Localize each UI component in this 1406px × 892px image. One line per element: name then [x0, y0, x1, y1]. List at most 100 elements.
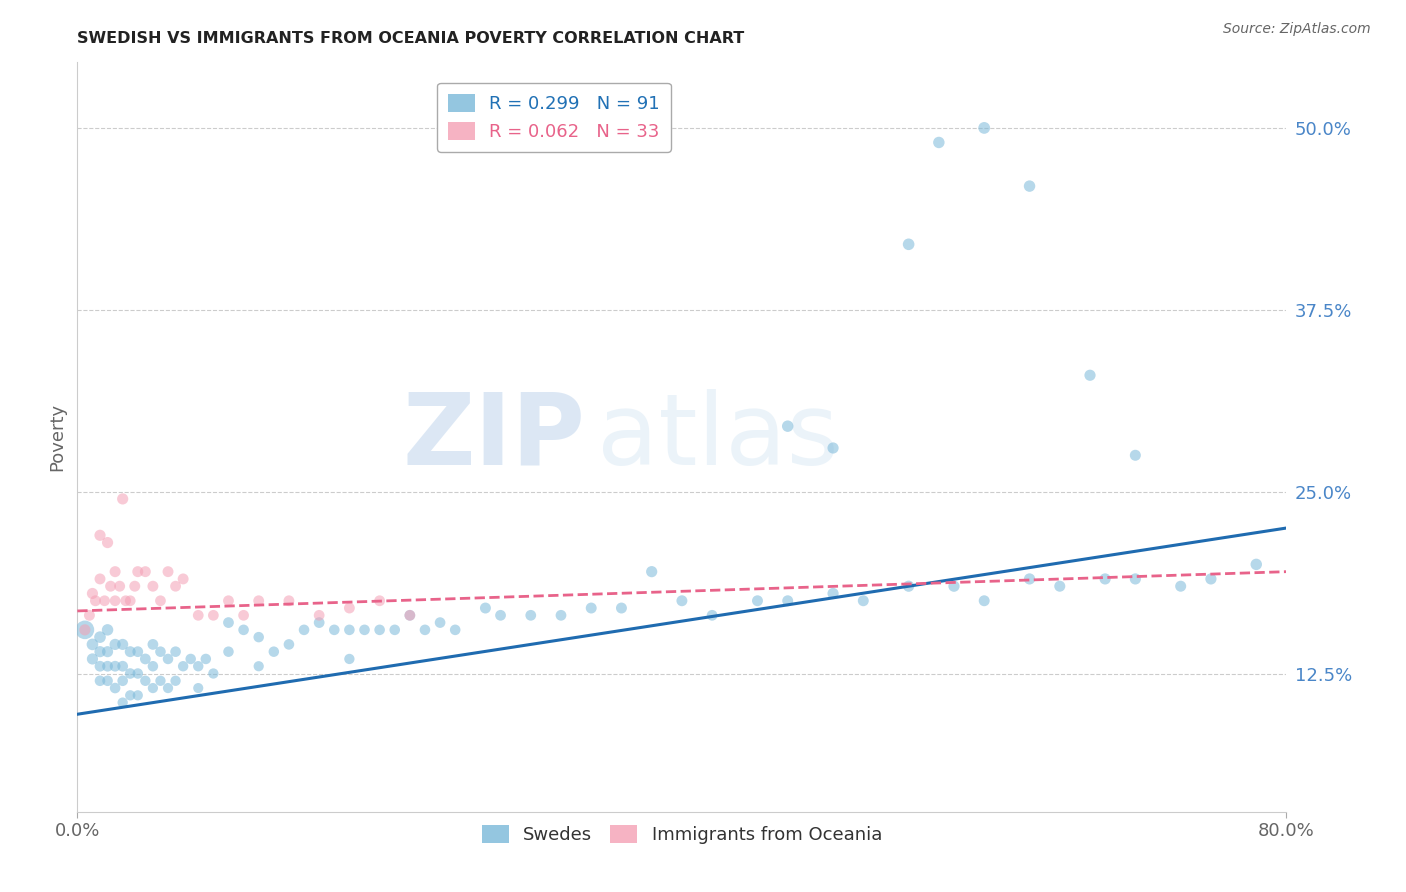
- Point: [973, 593, 995, 607]
- Point: [973, 120, 995, 135]
- Point: [73, 623, 96, 637]
- Point: [100, 579, 122, 593]
- Point: [142, 681, 165, 695]
- Point: [104, 593, 127, 607]
- Point: [108, 579, 131, 593]
- Point: [93, 593, 115, 607]
- Point: [142, 637, 165, 651]
- Point: [157, 681, 180, 695]
- Point: [111, 659, 134, 673]
- Text: SWEDISH VS IMMIGRANTS FROM OCEANIA POVERTY CORRELATION CHART: SWEDISH VS IMMIGRANTS FROM OCEANIA POVER…: [77, 31, 745, 46]
- Point: [776, 419, 799, 434]
- Point: [149, 593, 172, 607]
- Point: [1094, 572, 1116, 586]
- Point: [1078, 368, 1101, 383]
- Point: [308, 608, 330, 623]
- Point: [247, 593, 270, 607]
- Point: [852, 593, 875, 607]
- Point: [89, 659, 111, 673]
- Point: [142, 659, 165, 673]
- Point: [821, 441, 844, 455]
- Point: [124, 579, 146, 593]
- Point: [581, 601, 603, 615]
- Point: [202, 666, 225, 681]
- Point: [1123, 448, 1146, 462]
- Text: atlas: atlas: [598, 389, 839, 485]
- Point: [353, 623, 375, 637]
- Point: [82, 652, 104, 666]
- Point: [218, 645, 240, 659]
- Text: Source: ZipAtlas.com: Source: ZipAtlas.com: [1223, 22, 1371, 37]
- Point: [127, 565, 149, 579]
- Point: [89, 673, 111, 688]
- Point: [187, 659, 209, 673]
- Point: [96, 673, 118, 688]
- Point: [263, 645, 285, 659]
- Point: [187, 681, 209, 695]
- Point: [641, 565, 664, 579]
- Point: [120, 593, 142, 607]
- Point: [399, 608, 422, 623]
- Point: [134, 673, 156, 688]
- Point: [142, 579, 165, 593]
- Point: [368, 623, 391, 637]
- Point: [127, 645, 149, 659]
- Point: [247, 630, 270, 644]
- Point: [89, 645, 111, 659]
- Point: [278, 637, 301, 651]
- Point: [96, 535, 118, 549]
- Point: [187, 608, 209, 623]
- Point: [111, 673, 134, 688]
- Point: [1199, 572, 1222, 586]
- Point: [897, 579, 920, 593]
- Point: [134, 652, 156, 666]
- Point: [172, 659, 194, 673]
- Point: [1018, 572, 1040, 586]
- Point: [232, 623, 254, 637]
- Point: [157, 565, 180, 579]
- Point: [323, 623, 346, 637]
- Point: [172, 572, 194, 586]
- Point: [104, 681, 127, 695]
- Point: [928, 136, 950, 150]
- Point: [96, 659, 118, 673]
- Point: [520, 608, 543, 623]
- Point: [337, 623, 360, 637]
- Point: [368, 593, 391, 607]
- Point: [1170, 579, 1192, 593]
- Point: [149, 673, 172, 688]
- Point: [292, 623, 315, 637]
- Point: [474, 601, 496, 615]
- Point: [194, 652, 217, 666]
- Point: [120, 689, 142, 703]
- Text: ZIP: ZIP: [402, 389, 585, 485]
- Point: [489, 608, 512, 623]
- Point: [120, 645, 142, 659]
- Point: [104, 659, 127, 673]
- Point: [247, 659, 270, 673]
- Point: [111, 696, 134, 710]
- Point: [308, 615, 330, 630]
- Point: [96, 645, 118, 659]
- Point: [1123, 572, 1146, 586]
- Point: [232, 608, 254, 623]
- Point: [413, 623, 436, 637]
- Point: [1049, 579, 1071, 593]
- Point: [218, 615, 240, 630]
- Point: [821, 586, 844, 600]
- Point: [79, 608, 101, 623]
- Point: [82, 586, 104, 600]
- Point: [104, 565, 127, 579]
- Point: [897, 237, 920, 252]
- Point: [942, 579, 965, 593]
- Point: [165, 645, 187, 659]
- Point: [89, 528, 111, 542]
- Point: [218, 593, 240, 607]
- Point: [104, 637, 127, 651]
- Point: [1246, 558, 1268, 572]
- Point: [747, 593, 769, 607]
- Point: [111, 491, 134, 506]
- Point: [157, 652, 180, 666]
- Point: [399, 608, 422, 623]
- Point: [165, 673, 187, 688]
